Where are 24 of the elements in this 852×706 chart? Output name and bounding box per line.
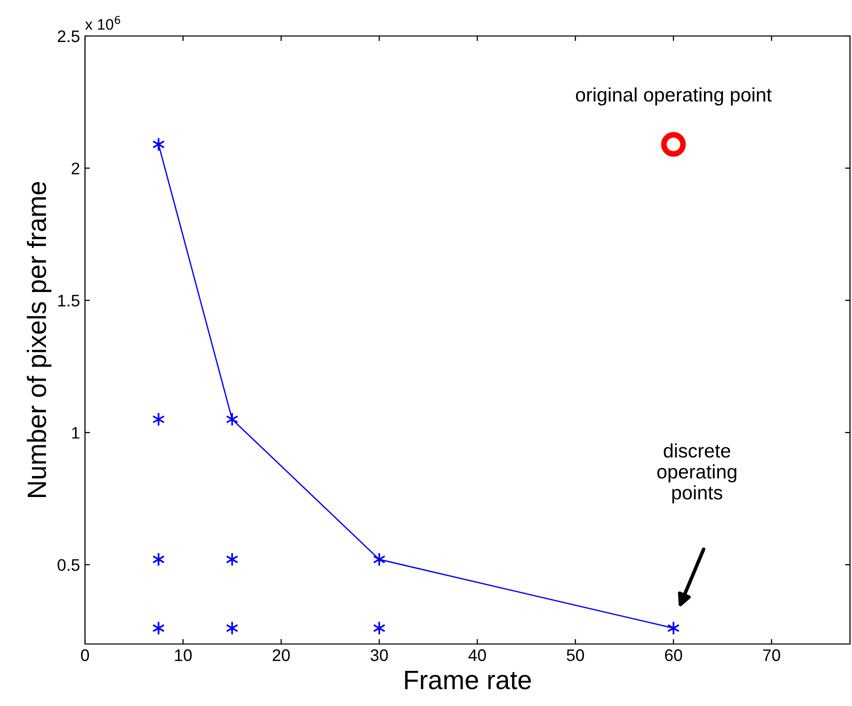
- annotation: original operating point: [576, 87, 772, 106]
- point: [661, 132, 686, 157]
- x-tick-label: 10: [175, 649, 192, 662]
- point: [152, 137, 165, 152]
- y-tick-label: 2.5: [58, 30, 80, 42]
- point: [667, 621, 680, 636]
- annotation: discrete operating points: [657, 443, 736, 504]
- x-tick-label: 70: [763, 649, 780, 662]
- point: [152, 552, 165, 566]
- y-tick-label: 0.5: [58, 559, 80, 571]
- y-axis-title: Number of pixels per frame: [26, 182, 52, 497]
- x-tick-label: 40: [468, 649, 486, 662]
- y-tick-label: 2: [72, 162, 80, 174]
- point: [152, 621, 165, 636]
- x-tick-label: 50: [566, 649, 584, 662]
- x-tick-label: 60: [665, 649, 682, 662]
- y-tick-label: 1.5: [58, 294, 80, 307]
- x-axis-title: Frame rate: [405, 670, 531, 690]
- x-tick-label: 0: [81, 649, 89, 662]
- point: [152, 412, 165, 426]
- x-tick-label: 30: [370, 649, 388, 662]
- y-tick-label: 1: [72, 427, 80, 439]
- x-tick-label: 20: [272, 649, 290, 662]
- text: x 10$^{6}$: [85, 16, 120, 30]
